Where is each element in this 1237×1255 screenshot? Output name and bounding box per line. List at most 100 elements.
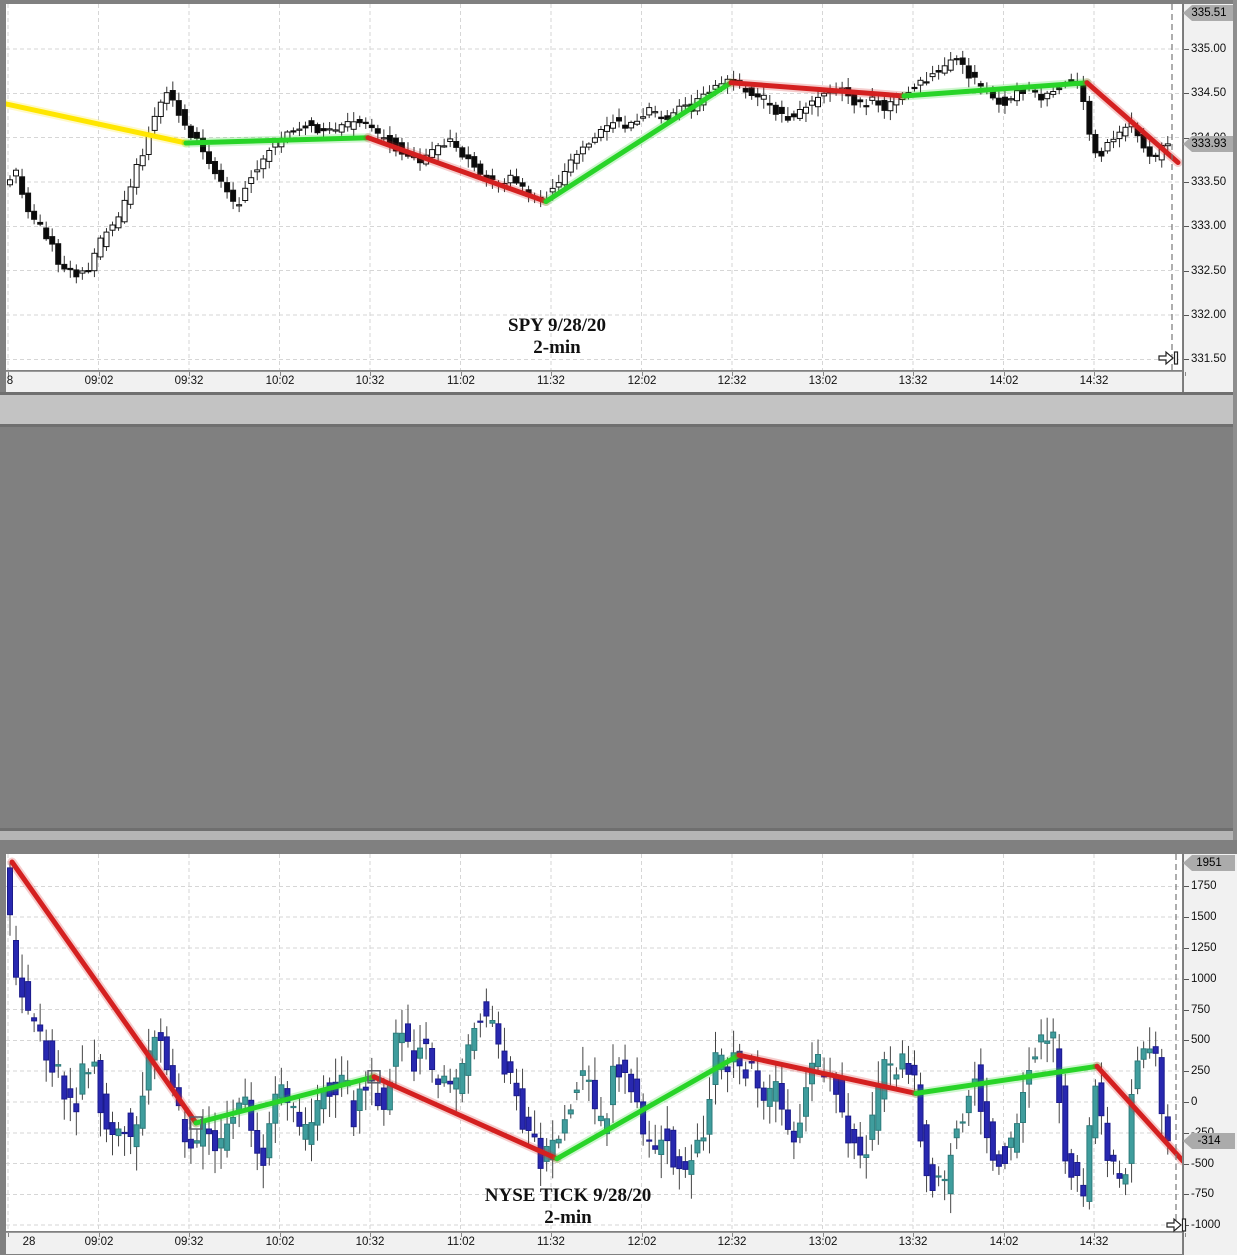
candle-up [459,1063,466,1094]
spy-chart-panel: 335.00334.50334.00333.50333.00332.50332.… [0,0,1237,393]
spy-time-scale[interactable]: 8 09:02 09:32 10:02 10:32 11:02 11:32 12:02 12:3… [6,371,1186,393]
candle-down [760,1087,767,1101]
candle-down [435,1078,442,1085]
trendline[interactable] [365,135,549,204]
tick-time-scale[interactable]: 28 09:02 09:32 10:02 10:32 11:02 11:32 12:02 12:… [6,1232,1186,1254]
spy-plot-area[interactable] [6,4,1182,370]
candle-down [682,1161,689,1170]
candle-up [1014,90,1020,102]
candle-down [1146,146,1153,157]
candle-down [664,1128,671,1142]
candle-down [453,141,460,148]
x-tick-mark [8,1233,9,1237]
candle-up [1086,1125,1093,1202]
candle-down [1002,96,1008,106]
x-tick-label: 8 [6,375,14,387]
candle-up [1104,142,1111,152]
candle-up [7,179,13,186]
candle-up [772,1081,779,1102]
x-tick-mark [370,372,371,376]
x-tick-mark [1185,1233,1186,1237]
y-tick-label: 332.50 [1184,264,1226,278]
candle-up [489,1020,496,1024]
bottom-frame-line [0,828,1237,831]
candle-down [778,1083,785,1110]
jump-to-end-icon[interactable] [1166,1217,1188,1233]
candle-down [374,128,381,134]
candle-down [1104,1122,1111,1161]
y-tick-label: 334.50 [1184,86,1226,100]
candle-up [640,116,647,119]
candle-down [628,1073,635,1093]
candle-up [815,1054,821,1068]
candle-up [109,224,116,231]
candle-down [206,1128,212,1135]
candle-down [1098,1082,1105,1117]
candle-up [959,1121,966,1124]
candle-down [851,1129,858,1144]
panel-splitter[interactable] [0,392,1237,427]
candle-down [995,1154,1002,1167]
candle-down [616,117,622,122]
spy-title-line2: 2-min [533,337,581,358]
candle-up [248,177,255,184]
candle-down [483,1001,490,1017]
candle-down [664,115,671,121]
trendline[interactable] [728,80,907,99]
candle-up [1014,1123,1020,1153]
candle-up [1164,143,1171,147]
candle-down [525,1116,532,1132]
candle-down [1032,89,1039,93]
x-tick-mark [823,372,824,376]
trendline[interactable] [9,859,199,1126]
candle-up [585,143,592,148]
candle-up [392,1032,399,1067]
trendline[interactable] [913,1063,1100,1096]
trendline[interactable] [6,101,189,146]
x-tick-label: 14:32 [1079,1236,1109,1248]
candle-down [25,192,32,213]
trendline[interactable] [543,80,734,204]
candle-up [579,1070,586,1076]
trendline[interactable] [193,1074,377,1126]
candle-down [989,1121,996,1161]
candle-up [567,159,574,173]
candle-up [55,1064,62,1067]
candle-down [495,1023,502,1045]
tick-value-scale[interactable]: 17501500125010007505002500-250-500-750-1… [1183,854,1237,1255]
tick-plot-area[interactable] [6,854,1182,1231]
candle-down [784,116,791,121]
candle-down [863,105,870,108]
candle-down [175,100,182,116]
trendline[interactable] [1084,80,1181,165]
candle-up [1050,91,1057,95]
candle-down [19,977,26,998]
candle-down [181,109,188,126]
candle-down [187,125,194,138]
candle-up [1032,1056,1039,1060]
candle-up [1122,1174,1129,1185]
candle-up [151,115,158,131]
candle-up [350,121,357,130]
candle-up [91,1061,98,1067]
jump-to-end-icon[interactable] [1158,350,1180,366]
candle-down [224,182,231,193]
trendline[interactable] [901,80,1090,99]
candle-down [911,1064,918,1076]
candle-down [1098,150,1105,157]
candle-down [254,1130,261,1154]
spy-price-scale[interactable]: 335.00334.50334.00333.50333.00332.50332.… [1183,4,1237,392]
candle-up [91,252,98,272]
candle-up [796,1122,803,1138]
candle-up [133,1124,140,1148]
candle-up [429,149,436,159]
candle-down [43,1040,50,1061]
trendline[interactable] [183,135,371,146]
candle-down [477,163,484,175]
candle-down [429,1048,436,1070]
candle-down [519,182,526,187]
candle-down [296,1111,303,1127]
candle-up [610,1065,616,1106]
candle-down [31,1017,38,1022]
candle-down [772,104,779,115]
